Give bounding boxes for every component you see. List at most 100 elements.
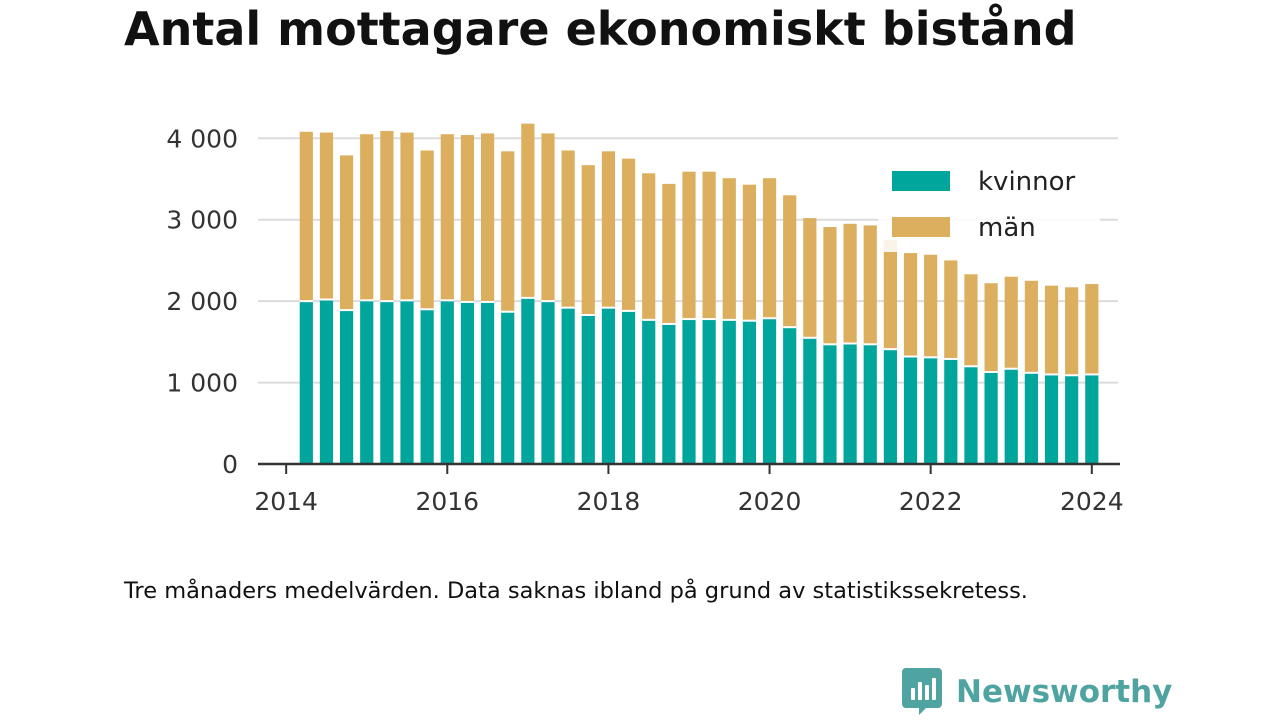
bar-kvinnor — [823, 344, 837, 464]
bar-män — [702, 171, 716, 320]
bar-män — [299, 131, 313, 302]
y-tick-label: 3 000 — [166, 206, 238, 235]
page-title: Antal mottagare ekonomiskt bistånd — [124, 2, 1077, 56]
bar-kvinnor — [642, 319, 656, 464]
y-tick-label: 4 000 — [166, 124, 238, 153]
x-tick-label: 2024 — [1060, 487, 1124, 516]
bar-kvinnor — [501, 311, 515, 464]
bar-kvinnor — [400, 300, 414, 464]
brand-name: Newsworthy — [956, 674, 1173, 710]
bar-män — [1065, 287, 1079, 376]
bar-kvinnor — [964, 366, 978, 464]
bar-kvinnor — [903, 356, 918, 464]
bar-kvinnor — [863, 344, 877, 464]
bar-kvinnor — [843, 343, 857, 464]
bar-kvinnor — [662, 323, 676, 464]
bar-män — [924, 254, 938, 358]
y-tick-label: 0 — [222, 450, 238, 479]
bar-män — [803, 218, 817, 338]
bar-kvinnor — [682, 319, 696, 464]
bar-män — [642, 173, 656, 320]
bar-kvinnor — [702, 319, 716, 464]
bar-män — [843, 223, 857, 344]
bar-kvinnor — [339, 310, 354, 464]
bars — [299, 123, 1099, 464]
bar-kvinnor — [319, 299, 334, 464]
bar-män — [319, 132, 334, 300]
bar-kvinnor — [420, 309, 434, 464]
bar-män — [360, 134, 374, 301]
bar-kvinnor — [460, 301, 475, 464]
x-tick-label: 2022 — [899, 487, 963, 516]
bar-män — [722, 178, 736, 320]
bar-män — [440, 134, 454, 301]
bar-kvinnor — [1044, 374, 1059, 464]
x-tick-label: 2016 — [415, 487, 479, 516]
bar-män — [883, 240, 897, 350]
bar-män — [581, 165, 595, 315]
bar-kvinnor — [783, 327, 797, 464]
bar-kvinnor — [924, 357, 938, 464]
bar-kvinnor — [440, 300, 454, 464]
bar-kvinnor — [1004, 368, 1018, 464]
bar-kvinnor — [762, 318, 777, 464]
bar-män — [903, 253, 918, 357]
bar-män — [561, 150, 575, 308]
bar-kvinnor — [299, 301, 313, 464]
bar-kvinnor — [541, 301, 555, 464]
x-tick-label: 2018 — [577, 487, 641, 516]
legend: kvinnor män — [878, 160, 1100, 252]
bar-män — [823, 227, 837, 345]
bar-män — [742, 184, 757, 321]
bar-män — [783, 195, 797, 328]
bar-män — [1085, 284, 1099, 375]
bar-män — [601, 151, 616, 308]
bar-män — [863, 225, 877, 345]
bar-kvinnor — [1065, 375, 1079, 464]
bar-kvinnor — [480, 301, 495, 464]
bar-män — [400, 132, 414, 301]
bar-kvinnor — [944, 358, 958, 464]
bar-män — [339, 155, 354, 311]
bar-män — [460, 135, 475, 302]
bar-män — [1004, 276, 1018, 369]
bar-män — [762, 178, 777, 319]
bar-män — [1024, 280, 1038, 373]
bar-män — [521, 123, 535, 298]
bar-kvinnor — [984, 371, 998, 464]
axes: 0 1 000 2 000 3 000 4 000 2014 2016 2018 2020 202… — [166, 124, 1123, 516]
bar-kvinnor — [380, 301, 394, 464]
bar-kvinnor — [1024, 372, 1038, 464]
bar-kvinnor — [581, 314, 595, 464]
legend-swatch-kvinnor — [892, 171, 950, 191]
bar-män — [964, 274, 978, 367]
bar-kvinnor — [601, 307, 616, 464]
footnote: Tre månaders medelvärden. Data saknas ib… — [124, 578, 1028, 604]
brand: Newsworthy — [902, 668, 1172, 716]
bar-män — [480, 133, 495, 302]
bar-kvinnor — [621, 310, 636, 464]
bar-män — [662, 183, 676, 324]
bar-män — [420, 150, 434, 310]
bar-män — [682, 171, 696, 320]
bar-män — [380, 130, 394, 302]
bar-kvinnor — [521, 297, 535, 464]
bar-män — [984, 283, 998, 372]
bar-kvinnor — [561, 307, 575, 464]
x-tick-label: 2014 — [254, 487, 318, 516]
bar-män — [621, 158, 636, 311]
bar-män — [501, 151, 515, 312]
bar-kvinnor — [1085, 374, 1099, 464]
legend-label: kvinnor — [978, 167, 1076, 197]
bar-kvinnor — [883, 349, 897, 464]
bar-kvinnor — [803, 337, 817, 464]
bar-kvinnor — [742, 320, 757, 464]
bar-män — [944, 260, 958, 359]
x-tick-label: 2020 — [738, 487, 802, 516]
y-tick-label: 1 000 — [166, 369, 238, 398]
bar-män — [1044, 285, 1059, 375]
bar-män — [541, 133, 555, 302]
legend-swatch-män — [892, 217, 950, 237]
legend-label: män — [978, 213, 1036, 243]
